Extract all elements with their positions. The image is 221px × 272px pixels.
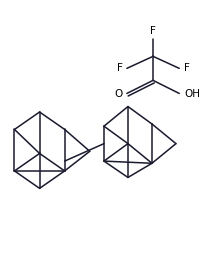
Text: F: F xyxy=(117,63,122,73)
Text: O: O xyxy=(114,89,122,99)
Text: F: F xyxy=(184,63,189,73)
Text: OH: OH xyxy=(184,89,200,99)
Text: F: F xyxy=(150,26,156,36)
